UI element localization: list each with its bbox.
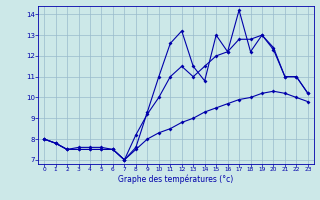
- X-axis label: Graphe des températures (°c): Graphe des températures (°c): [118, 175, 234, 184]
